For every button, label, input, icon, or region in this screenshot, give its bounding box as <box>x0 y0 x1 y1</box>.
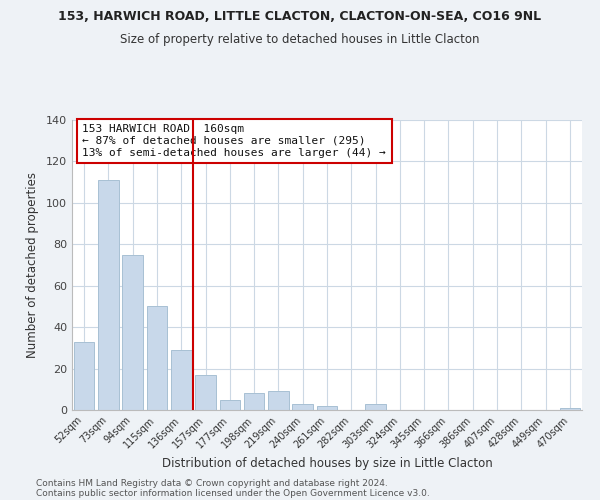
Bar <box>365 404 386 410</box>
Bar <box>292 404 313 410</box>
Bar <box>122 254 143 410</box>
Bar <box>317 406 337 410</box>
Bar <box>146 306 167 410</box>
Y-axis label: Number of detached properties: Number of detached properties <box>26 172 39 358</box>
Bar <box>560 408 580 410</box>
Bar <box>195 375 216 410</box>
Bar <box>98 180 119 410</box>
Bar <box>244 394 265 410</box>
Text: 153 HARWICH ROAD: 160sqm
← 87% of detached houses are smaller (295)
13% of semi-: 153 HARWICH ROAD: 160sqm ← 87% of detach… <box>82 124 386 158</box>
Text: Contains HM Land Registry data © Crown copyright and database right 2024.: Contains HM Land Registry data © Crown c… <box>36 478 388 488</box>
Text: 153, HARWICH ROAD, LITTLE CLACTON, CLACTON-ON-SEA, CO16 9NL: 153, HARWICH ROAD, LITTLE CLACTON, CLACT… <box>58 10 542 23</box>
Text: Contains public sector information licensed under the Open Government Licence v3: Contains public sector information licen… <box>36 488 430 498</box>
Text: Size of property relative to detached houses in Little Clacton: Size of property relative to detached ho… <box>120 32 480 46</box>
X-axis label: Distribution of detached houses by size in Little Clacton: Distribution of detached houses by size … <box>161 456 493 469</box>
Bar <box>171 350 191 410</box>
Bar <box>220 400 240 410</box>
Bar <box>268 392 289 410</box>
Bar <box>74 342 94 410</box>
